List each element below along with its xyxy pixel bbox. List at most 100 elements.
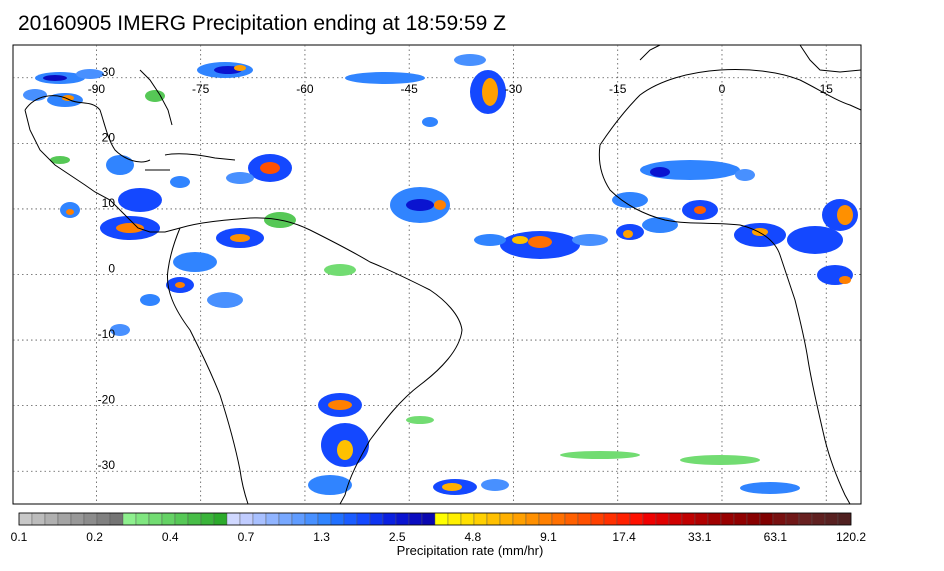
colorbar-cell [265, 512, 280, 526]
longitude-label: -90 [88, 82, 106, 96]
colorbar-cell [57, 512, 72, 526]
colorbar-cell [525, 512, 540, 526]
precip-cluster-north-atlantic [345, 54, 506, 127]
colorbar-cell [460, 512, 475, 526]
map-title: 20160905 IMERG Precipitation ending at 1… [18, 12, 506, 35]
longitude-label: -45 [401, 82, 419, 96]
precip-cluster-south [308, 393, 800, 495]
colorbar-cell [499, 512, 514, 526]
colorbar-cell [83, 512, 98, 526]
longitude-label: 15 [820, 82, 834, 96]
colorbar-tick-label: 0.7 [238, 530, 255, 544]
latitude-label: -20 [98, 393, 116, 407]
longitude-label: 0 [719, 82, 726, 96]
colorbar-cell [824, 512, 839, 526]
colorbar-cell [785, 512, 800, 526]
latitude-label: 10 [102, 196, 116, 210]
precip-cluster-gulf [23, 62, 292, 240]
colorbar-tick-label: 63.1 [764, 530, 788, 544]
colorbar-cell [330, 512, 345, 526]
colorbar-cell [96, 512, 111, 526]
longitude-label: -60 [296, 82, 314, 96]
colorbar-tick-label: 4.8 [464, 530, 481, 544]
colorbar-cell [343, 512, 358, 526]
colorbar-cell [291, 512, 306, 526]
colorbar-tick-label: 0.4 [162, 530, 179, 544]
colorbar-cell [486, 512, 501, 526]
colorbar-cell [603, 512, 618, 526]
colorbar-cell [421, 512, 436, 526]
latitude-label: -10 [98, 327, 116, 341]
latitude-label: 20 [102, 130, 116, 144]
colorbar-cell [837, 512, 852, 526]
colorbar-tick-label: 0.1 [11, 530, 28, 544]
colorbar-cell [44, 512, 59, 526]
colorbar-tick-label: 33.1 [688, 530, 712, 544]
longitude-label: -15 [609, 82, 627, 96]
colorbar-cell [655, 512, 670, 526]
colorbar-cell [382, 512, 397, 526]
colorbar-cell [811, 512, 826, 526]
latitude-label: -30 [98, 458, 116, 472]
colorbar-cell [226, 512, 241, 526]
longitude-label: -75 [192, 82, 210, 96]
colorbar-cell [512, 512, 527, 526]
colorbar-cell [434, 512, 449, 526]
colorbar-cell [447, 512, 462, 526]
colorbar-cell [694, 512, 709, 526]
colorbar-cell [681, 512, 696, 526]
colorbar-tick-label: 17.4 [612, 530, 636, 544]
longitude-label: -30 [505, 82, 523, 96]
colorbar-cell [720, 512, 735, 526]
colorbar-cell [70, 512, 85, 526]
colorbar-cell [356, 512, 371, 526]
colorbar-tick-label: 1.3 [313, 530, 330, 544]
colorbar-cell [577, 512, 592, 526]
colorbar-cell [304, 512, 319, 526]
colorbar-cell [239, 512, 254, 526]
colorbar-cell [317, 512, 332, 526]
colorbar-cell [798, 512, 813, 526]
colorbar-cell [161, 512, 176, 526]
latitude-label: 30 [102, 65, 116, 79]
colorbar-cell [733, 512, 748, 526]
colorbar-tick-label: 120.2 [836, 530, 866, 544]
colorbar-cell [278, 512, 293, 526]
colorbar-cell [616, 512, 631, 526]
colorbar-cell [200, 512, 215, 526]
colorbar-cell [395, 512, 410, 526]
colorbar-cell [642, 512, 657, 526]
colorbar-cell [590, 512, 605, 526]
colorbar-cell [746, 512, 761, 526]
colorbar-cell [629, 512, 644, 526]
colorbar-cell [564, 512, 579, 526]
colorbar-cell [109, 512, 124, 526]
colorbar-cell [174, 512, 189, 526]
colorbar-cell [31, 512, 46, 526]
colorbar-tick-label: 9.1 [540, 530, 557, 544]
precipitation-field [23, 54, 858, 495]
colorbar-cell [213, 512, 228, 526]
precip-cluster-itcz [390, 160, 858, 285]
precip-cluster-south-america-north [110, 212, 356, 336]
colorbar [18, 512, 852, 526]
coastlines [24, 44, 862, 505]
colorbar-title: Precipitation rate (mm/hr) [396, 543, 544, 558]
latitude-label: 0 [108, 262, 115, 276]
longitude-labels: -90 -75 -60 -45 -30 -15 0 15 [88, 82, 834, 96]
colorbar-cell [759, 512, 774, 526]
colorbar-cell [538, 512, 553, 526]
colorbar-tick-labels: 0.1 0.2 0.4 0.7 1.3 2.5 4.8 9.1 17.4 33.1 63.1 120.… [11, 530, 867, 544]
colorbar-cell [135, 512, 150, 526]
colorbar-tick-label: 0.2 [86, 530, 103, 544]
colorbar-cell [122, 512, 137, 526]
colorbar-cell [668, 512, 683, 526]
colorbar-cell [707, 512, 722, 526]
colorbar-cell [473, 512, 488, 526]
colorbar-cell [369, 512, 384, 526]
latitude-labels: 30 20 10 0 -10 -20 -30 [98, 65, 116, 472]
colorbar-cell [408, 512, 423, 526]
colorbar-tick-label: 2.5 [389, 530, 406, 544]
colorbar-cell [148, 512, 163, 526]
